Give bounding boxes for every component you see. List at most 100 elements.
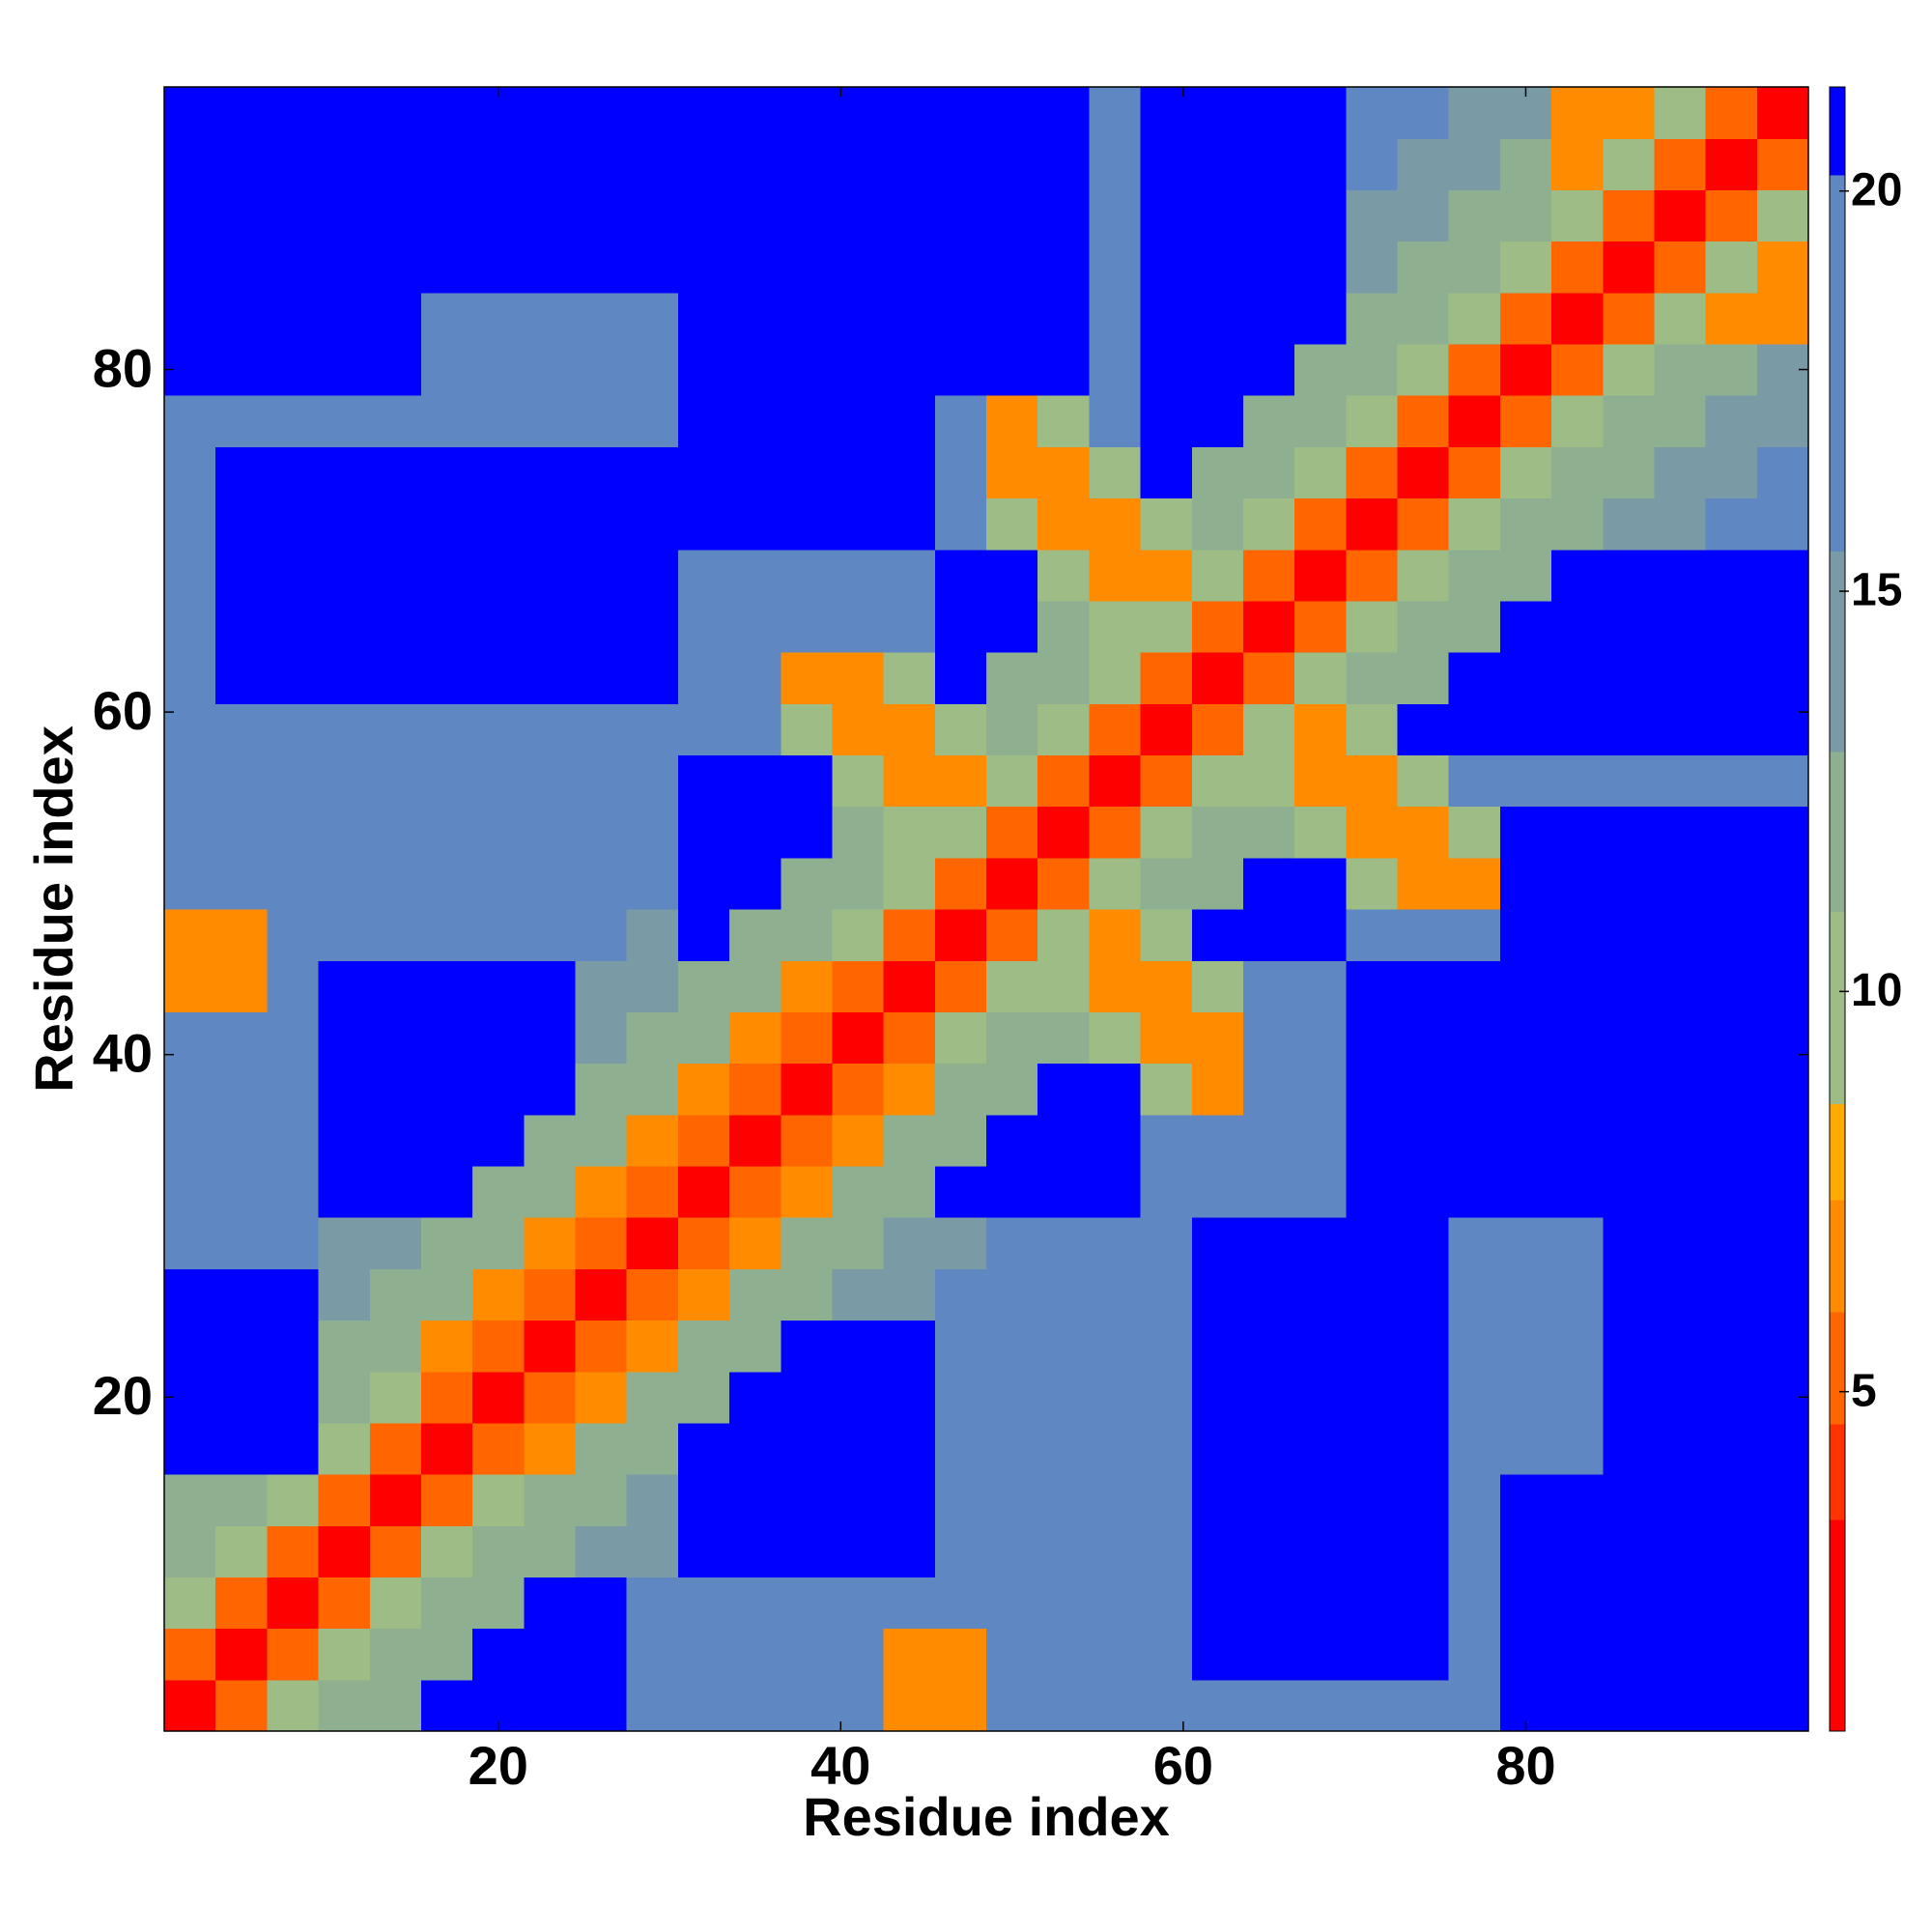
heatmap-cell [986, 1011, 1038, 1065]
heatmap-cell [934, 960, 987, 1012]
heatmap-cell [626, 857, 679, 910]
heatmap-cell [883, 87, 936, 139]
heatmap-cell [318, 138, 371, 190]
heatmap-cell [986, 703, 1038, 756]
heatmap-cell [1654, 1422, 1707, 1475]
heatmap-cell [1756, 754, 1809, 808]
heatmap-cell [1294, 241, 1347, 294]
heatmap-cell [369, 1371, 422, 1424]
heatmap-cell [1499, 1474, 1552, 1526]
heatmap-cell [215, 1577, 268, 1630]
heatmap-cell [524, 549, 577, 602]
heatmap-cell [832, 1268, 885, 1321]
heatmap-cell [677, 1679, 730, 1732]
heatmap-cell [420, 960, 473, 1012]
heatmap-cell [575, 857, 628, 910]
heatmap-cell [626, 1011, 679, 1065]
heatmap-cell [626, 343, 679, 396]
heatmap-cell [883, 1422, 936, 1475]
heatmap-cell [986, 1474, 1038, 1526]
colorbar-tick-label: 5 [1851, 1365, 1877, 1416]
heatmap-cell [267, 1268, 320, 1321]
heatmap-cell [1037, 909, 1090, 961]
heatmap-cell [369, 1679, 422, 1732]
heatmap-cell [883, 754, 936, 808]
heatmap-cell [369, 497, 422, 551]
heatmap-cell [729, 395, 781, 447]
heatmap-cell [318, 1217, 371, 1269]
heatmap-cell [1242, 292, 1295, 345]
heatmap-cell [1448, 1063, 1501, 1116]
heatmap-cell [1603, 549, 1656, 602]
heatmap-cell [1191, 857, 1244, 910]
heatmap-cell [677, 1320, 730, 1373]
heatmap-cell [215, 189, 268, 242]
heatmap-cell [626, 703, 679, 756]
heatmap-cell [215, 1422, 268, 1475]
heatmap-cell [1397, 1679, 1450, 1732]
heatmap-cell [832, 241, 885, 294]
heatmap-cell [420, 1679, 473, 1732]
heatmap-cell [1756, 1217, 1809, 1269]
heatmap-cell [934, 446, 987, 499]
heatmap-cell [1242, 1628, 1295, 1681]
heatmap-cell [164, 1320, 216, 1373]
heatmap-cell [267, 1422, 320, 1475]
heatmap-cell [986, 87, 1038, 139]
heatmap-cell [369, 703, 422, 756]
heatmap-cell [1551, 549, 1604, 602]
heatmap-cell [575, 600, 628, 653]
heatmap-cell [318, 1114, 371, 1167]
heatmap-cell [1089, 1063, 1142, 1116]
heatmap-cell [1242, 446, 1295, 499]
colorbar-band [1830, 1311, 1845, 1425]
heatmap-cell [1603, 497, 1656, 551]
heatmap-cell [677, 138, 730, 190]
heatmap-cell [1346, 189, 1399, 242]
heatmap-cell [729, 909, 781, 961]
heatmap-cell [420, 241, 473, 294]
heatmap-cell [215, 1165, 268, 1218]
heatmap-cell [267, 909, 320, 961]
heatmap-cell [318, 1371, 371, 1424]
heatmap-cell [1705, 138, 1758, 190]
heatmap-cell [575, 1165, 628, 1218]
heatmap-cell [420, 652, 473, 704]
heatmap-cell [626, 1577, 679, 1630]
heatmap-cell [1499, 960, 1552, 1012]
heatmap-cell [1551, 189, 1604, 242]
heatmap-cell [267, 754, 320, 808]
heatmap-cell [420, 446, 473, 499]
heatmap-cell [1294, 960, 1347, 1012]
heatmap-cell [934, 1114, 987, 1167]
heatmap-cell [215, 857, 268, 910]
heatmap-cell [1037, 754, 1090, 808]
heatmap-cell [472, 1371, 525, 1424]
heatmap-cell [318, 1577, 371, 1630]
heatmap-cell [420, 138, 473, 190]
heatmap-cell [832, 497, 885, 551]
heatmap-cell [1756, 703, 1809, 756]
heatmap-cell [369, 1063, 422, 1116]
colorbar-band [1830, 87, 1845, 176]
heatmap-cell [1089, 1577, 1142, 1630]
heatmap-cell [1499, 292, 1552, 345]
heatmap-cell [1551, 446, 1604, 499]
heatmap-cell [986, 189, 1038, 242]
heatmap-cell [729, 1628, 781, 1681]
heatmap-cell [164, 87, 216, 139]
heatmap-cell [164, 395, 216, 447]
heatmap-cell [1756, 138, 1809, 190]
heatmap-cell [1037, 189, 1090, 242]
heatmap-cell [1499, 395, 1552, 447]
heatmap-cell [267, 1371, 320, 1424]
heatmap-cell [215, 1371, 268, 1424]
heatmap-cell [524, 1422, 577, 1475]
heatmap-cell [1603, 1217, 1656, 1269]
heatmap-cell [1499, 754, 1552, 808]
heatmap-cell [934, 754, 987, 808]
heatmap-cell [1654, 87, 1707, 139]
heatmap-cell [934, 497, 987, 551]
heatmap-cell [1191, 960, 1244, 1012]
heatmap-cell [1756, 189, 1809, 242]
